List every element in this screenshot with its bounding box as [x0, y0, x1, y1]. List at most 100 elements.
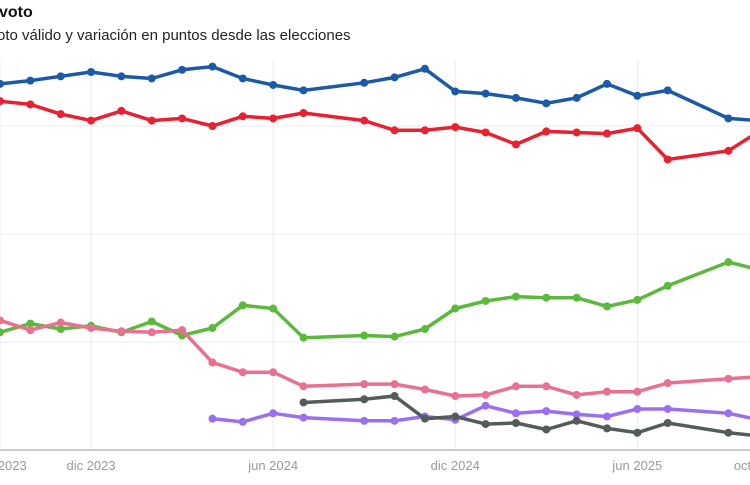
series-1: [0, 97, 750, 164]
data-point: [420, 414, 429, 423]
data-point: [26, 326, 35, 335]
data-point: [511, 140, 520, 149]
data-point: [0, 97, 4, 106]
data-point: [360, 116, 369, 125]
data-point: [633, 124, 642, 133]
data-point: [481, 128, 490, 137]
x-tick-label: dic 2023: [66, 458, 115, 473]
data-point: [390, 126, 399, 135]
data-point: [238, 417, 247, 426]
data-point: [451, 87, 460, 96]
data-point: [663, 155, 672, 164]
data-point: [572, 293, 581, 302]
data-point: [390, 416, 399, 425]
data-point: [481, 401, 490, 410]
data-point: [633, 404, 642, 413]
data-point: [451, 412, 460, 421]
data-point: [663, 379, 672, 388]
data-point: [572, 390, 581, 399]
data-point: [147, 74, 156, 83]
data-point: [420, 64, 429, 73]
data-point: [238, 368, 247, 377]
data-point: [117, 327, 126, 336]
data-point: [360, 416, 369, 425]
data-point: [511, 409, 520, 418]
chart-subtitle: oto válido y variación en puntos desde l…: [0, 27, 351, 44]
data-point: [511, 419, 520, 427]
data-point: [390, 392, 399, 400]
data-point: [603, 79, 611, 88]
data-point: [26, 76, 35, 85]
data-point: [208, 62, 217, 71]
data-point: [724, 374, 733, 383]
data-point: [360, 331, 369, 340]
data-point: [390, 380, 399, 389]
data-point: [481, 296, 490, 305]
data-point: [269, 304, 278, 313]
data-point: [360, 395, 369, 404]
data-point: [299, 109, 308, 118]
data-point: [360, 380, 369, 389]
data-point: [724, 114, 733, 123]
data-point: [390, 332, 399, 341]
data-point: [208, 323, 217, 332]
data-point: [178, 114, 187, 123]
data-point: [147, 328, 156, 337]
data-point: [633, 91, 642, 100]
data-point: [299, 413, 308, 422]
data-point: [0, 316, 4, 325]
data-point: [269, 80, 278, 89]
data-point: [56, 325, 65, 334]
data-point: [603, 302, 611, 311]
data-point: [0, 79, 4, 88]
data-point: [208, 122, 217, 130]
data-point: [208, 414, 217, 423]
data-point: [542, 382, 551, 391]
data-point: [603, 412, 611, 421]
data-point: [269, 114, 278, 123]
data-point: [542, 99, 551, 108]
data-point: [603, 424, 611, 433]
series-0: [0, 62, 750, 123]
data-point: [511, 93, 520, 102]
data-point: [724, 146, 733, 155]
chart-title: voto: [0, 4, 33, 21]
data-point: [238, 301, 247, 310]
data-point: [603, 129, 611, 138]
data-point: [420, 126, 429, 135]
data-point: [542, 425, 551, 434]
data-point: [420, 385, 429, 394]
data-point: [663, 281, 672, 290]
data-point: [147, 317, 156, 326]
data-point: [724, 258, 733, 267]
data-point: [147, 116, 156, 125]
data-point: [663, 419, 672, 427]
data-point: [56, 318, 65, 327]
series-line: [0, 64, 750, 122]
data-point: [26, 319, 35, 328]
data-point: [663, 404, 672, 413]
data-point: [633, 428, 642, 437]
x-tick-label: jun 2025: [611, 458, 662, 473]
data-point: [511, 292, 520, 301]
data-point: [238, 74, 247, 83]
data-point: [390, 73, 399, 82]
data-point: [0, 328, 4, 337]
data-point: [603, 387, 611, 396]
data-point: [633, 295, 642, 304]
data-point: [542, 407, 551, 416]
data-point: [542, 293, 551, 302]
data-point: [299, 382, 308, 391]
x-tick-label: oct 2025: [734, 458, 750, 473]
data-point: [481, 390, 490, 399]
data-point: [56, 72, 65, 81]
data-point: [117, 72, 126, 81]
data-point: [663, 86, 672, 95]
data-point: [299, 333, 308, 342]
data-point: [26, 100, 35, 109]
data-point: [451, 123, 460, 132]
data-point: [511, 382, 520, 391]
series-line: [0, 99, 750, 162]
series-line: [0, 318, 750, 398]
data-point: [451, 304, 460, 313]
